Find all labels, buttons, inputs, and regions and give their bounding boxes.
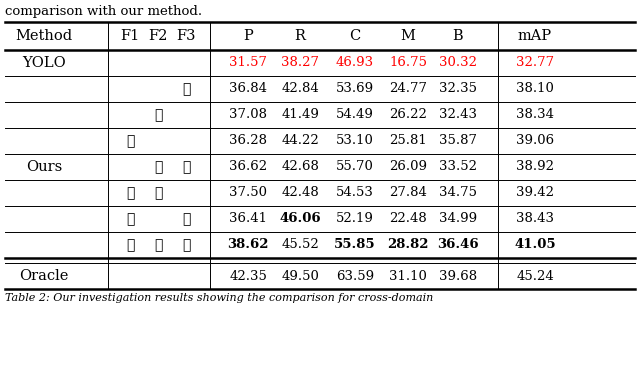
Text: 38.10: 38.10	[516, 82, 554, 95]
Text: ✓: ✓	[154, 160, 162, 174]
Text: 41.49: 41.49	[281, 109, 319, 122]
Text: 24.77: 24.77	[389, 82, 427, 95]
Text: 39.42: 39.42	[516, 187, 554, 200]
Text: ✓: ✓	[126, 212, 134, 226]
Text: 37.08: 37.08	[229, 109, 267, 122]
Text: 52.19: 52.19	[336, 212, 374, 225]
Text: 35.87: 35.87	[439, 135, 477, 147]
Text: 55.85: 55.85	[334, 239, 376, 252]
Text: 31.10: 31.10	[389, 269, 427, 282]
Text: F3: F3	[176, 29, 196, 43]
Text: 33.52: 33.52	[439, 160, 477, 174]
Text: 34.75: 34.75	[439, 187, 477, 200]
Text: 39.68: 39.68	[439, 269, 477, 282]
Text: ✓: ✓	[126, 134, 134, 148]
Text: P: P	[243, 29, 253, 43]
Text: 42.35: 42.35	[229, 269, 267, 282]
Text: ✓: ✓	[182, 238, 190, 252]
Text: 45.52: 45.52	[281, 239, 319, 252]
Text: ✓: ✓	[126, 186, 134, 200]
Text: 30.32: 30.32	[439, 57, 477, 70]
Text: 42.84: 42.84	[281, 82, 319, 95]
Text: Ours: Ours	[26, 160, 62, 174]
Text: 38.27: 38.27	[281, 57, 319, 70]
Text: 16.75: 16.75	[389, 57, 427, 70]
Text: 27.84: 27.84	[389, 187, 427, 200]
Text: F1: F1	[120, 29, 140, 43]
Text: 34.99: 34.99	[439, 212, 477, 225]
Text: ✓: ✓	[182, 82, 190, 96]
Text: 54.53: 54.53	[336, 187, 374, 200]
Text: 54.49: 54.49	[336, 109, 374, 122]
Text: 41.05: 41.05	[514, 239, 556, 252]
Text: comparison with our method.: comparison with our method.	[5, 5, 202, 18]
Text: mAP: mAP	[518, 29, 552, 43]
Text: 46.06: 46.06	[279, 212, 321, 225]
Text: 49.50: 49.50	[281, 269, 319, 282]
Text: 38.43: 38.43	[516, 212, 554, 225]
Text: 53.10: 53.10	[336, 135, 374, 147]
Text: 32.77: 32.77	[516, 57, 554, 70]
Text: 42.48: 42.48	[281, 187, 319, 200]
Text: 45.24: 45.24	[516, 269, 554, 282]
Text: ✓: ✓	[182, 212, 190, 226]
Text: 36.84: 36.84	[229, 82, 267, 95]
Text: YOLO: YOLO	[22, 56, 66, 70]
Text: ✓: ✓	[154, 186, 162, 200]
Text: Table 2: Our investigation results showing the comparison for cross-domain: Table 2: Our investigation results showi…	[5, 293, 433, 303]
Text: 36.28: 36.28	[229, 135, 267, 147]
Text: 26.09: 26.09	[389, 160, 427, 174]
Text: ✓: ✓	[154, 238, 162, 252]
Text: ✓: ✓	[154, 108, 162, 122]
Text: F2: F2	[148, 29, 168, 43]
Text: 31.57: 31.57	[229, 57, 267, 70]
Text: 46.93: 46.93	[336, 57, 374, 70]
Text: M: M	[401, 29, 415, 43]
Text: 25.81: 25.81	[389, 135, 427, 147]
Text: 38.92: 38.92	[516, 160, 554, 174]
Text: 36.62: 36.62	[229, 160, 267, 174]
Text: Oracle: Oracle	[19, 269, 68, 283]
Text: 22.48: 22.48	[389, 212, 427, 225]
Text: ✓: ✓	[182, 160, 190, 174]
Text: 36.41: 36.41	[229, 212, 267, 225]
Text: 63.59: 63.59	[336, 269, 374, 282]
Text: C: C	[349, 29, 360, 43]
Text: ✓: ✓	[126, 238, 134, 252]
Text: 37.50: 37.50	[229, 187, 267, 200]
Text: 26.22: 26.22	[389, 109, 427, 122]
Text: 32.35: 32.35	[439, 82, 477, 95]
Text: 28.82: 28.82	[387, 239, 429, 252]
Text: 44.22: 44.22	[281, 135, 319, 147]
Text: R: R	[294, 29, 305, 43]
Text: 39.06: 39.06	[516, 135, 554, 147]
Text: 42.68: 42.68	[281, 160, 319, 174]
Text: 36.46: 36.46	[437, 239, 479, 252]
Text: 53.69: 53.69	[336, 82, 374, 95]
Text: Method: Method	[15, 29, 72, 43]
Text: 32.43: 32.43	[439, 109, 477, 122]
Text: 38.62: 38.62	[227, 239, 269, 252]
Text: 55.70: 55.70	[336, 160, 374, 174]
Text: B: B	[452, 29, 463, 43]
Text: 38.34: 38.34	[516, 109, 554, 122]
